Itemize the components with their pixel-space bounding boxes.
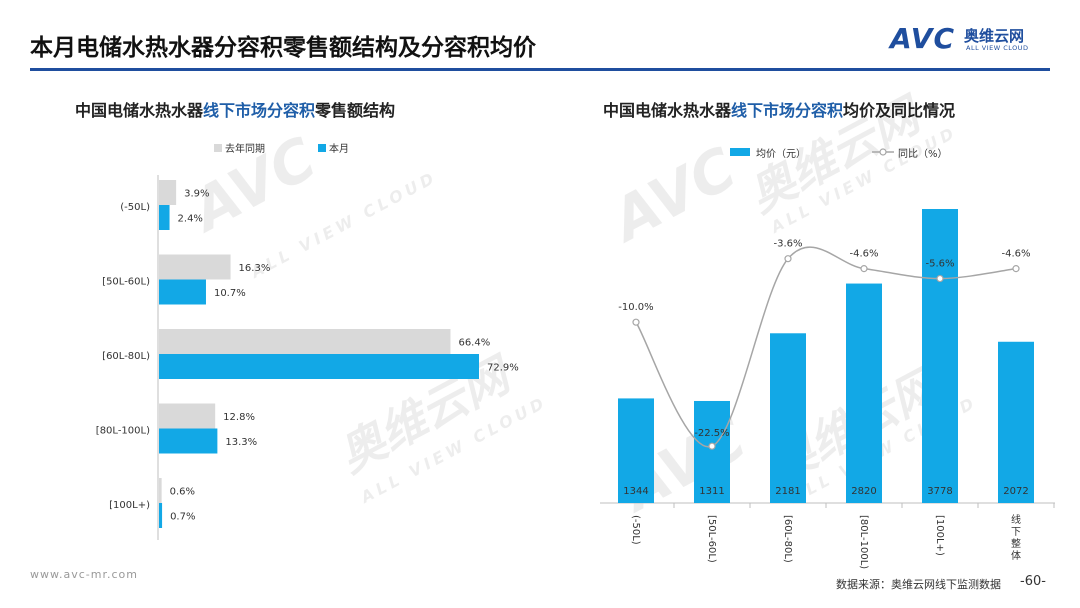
yoy-label: -22.5% — [694, 428, 729, 439]
right-bar-value: 3778 — [927, 486, 952, 497]
left-bar-label: 16.3% — [239, 263, 271, 274]
right-category-label: 体 — [1011, 550, 1021, 562]
left-bar-label: 2.4% — [178, 214, 203, 225]
right-bar — [998, 341, 1034, 503]
yoy-label: -3.6% — [773, 239, 802, 250]
right-legend-marker — [879, 148, 887, 156]
right-category-label: 整 — [1011, 537, 1021, 550]
left-category-label: [80L-100L) — [96, 426, 150, 437]
right-chart-title: 中国电储水热水器线下市场分容积均价及同比情况 — [603, 97, 955, 121]
right-legend-swatch — [730, 148, 750, 156]
left-title-pre: 中国电储水热水器 — [75, 101, 204, 120]
left-bar-label: 3.9% — [184, 189, 209, 200]
right-category-label: 线 — [1011, 513, 1021, 526]
left-bar — [159, 428, 218, 454]
logo-en: ALL VIEW CLOUD — [966, 44, 1029, 52]
yoy-point — [784, 255, 792, 263]
right-category-label: [80L-100L) — [858, 515, 869, 569]
right-title-post: 均价及同比情况 — [843, 101, 956, 120]
left-bar — [159, 354, 479, 379]
right-category-label: [60L-80L) — [782, 515, 793, 563]
right-bar-value: 2072 — [1003, 486, 1028, 497]
right-bar — [846, 283, 882, 503]
right-bar-value: 2820 — [851, 486, 876, 497]
footer-url[interactable]: www.avc-mr.com — [30, 568, 138, 581]
left-title-post: 零售额结构 — [315, 101, 396, 120]
footer-source: 数据来源：奥维云网线下监测数据 — [836, 578, 1001, 591]
left-bar — [159, 403, 216, 429]
right-bar-value: 1344 — [623, 486, 648, 497]
left-bar-label: 10.7% — [214, 288, 246, 299]
left-bar — [159, 254, 231, 280]
right-bar — [618, 398, 654, 503]
yoy-point — [632, 318, 640, 326]
right-category-label: (-50L) — [630, 515, 641, 545]
yoy-point — [1012, 265, 1020, 273]
left-legend-swatch — [214, 144, 222, 152]
right-legend-label: 均价（元） — [756, 148, 806, 160]
left-bar — [159, 478, 162, 503]
right-category-label: [100L+) — [934, 515, 945, 556]
left-bar-label: 66.4% — [458, 338, 490, 349]
right-bar — [694, 400, 730, 503]
right-bar — [770, 333, 806, 503]
right-category-label: 下 — [1011, 527, 1021, 538]
logo-cn: 奥维云网 — [964, 27, 1025, 45]
left-bar — [159, 180, 177, 205]
yoy-point — [936, 274, 944, 283]
left-legend-label: 去年同期 — [225, 142, 265, 155]
left-bar — [159, 279, 206, 305]
yoy-label: -10.0% — [618, 302, 653, 313]
left-bar-label: 13.3% — [225, 437, 257, 448]
page-number: -60- — [1020, 574, 1046, 589]
right-bar — [922, 209, 958, 503]
left-bar — [159, 205, 170, 230]
left-category-label: [50L-60L) — [102, 277, 150, 288]
yoy-point — [708, 442, 716, 450]
yoy-label: -4.6% — [849, 249, 878, 260]
left-bar-label: 0.7% — [170, 512, 195, 523]
yoy-point — [860, 265, 868, 273]
avc-logo: AVC 奥维云网 ALL VIEW CLOUD — [890, 22, 1060, 58]
left-chart-title: 中国电储水热水器线下市场分容积零售额结构 — [75, 97, 395, 121]
yoy-label: -5.6% — [925, 259, 954, 270]
left-bar-label: 0.6% — [170, 487, 195, 498]
left-legend-swatch — [318, 144, 326, 152]
page-title: 本月电储水热水器分容积零售额结构及分容积均价 — [30, 35, 536, 61]
logo-mark: AVC — [890, 22, 955, 55]
right-bar-value: 1311 — [699, 486, 724, 497]
left-bar-label: 72.9% — [487, 363, 519, 374]
left-category-label: [60L-80L) — [102, 351, 150, 362]
left-bar — [159, 329, 451, 354]
left-category-label: (-50L) — [120, 202, 150, 213]
left-bar — [159, 503, 163, 528]
right-title-pre: 中国电储水热水器 — [603, 101, 732, 120]
right-legend-label: 同比（%） — [898, 148, 948, 160]
right-category-label: [50L-60L) — [706, 515, 717, 563]
left-bar-label: 12.8% — [223, 412, 255, 423]
left-category-label: [100L+) — [109, 500, 150, 511]
yoy-line — [635, 246, 1017, 448]
title-rule — [30, 68, 1050, 71]
left-legend-label: 本月 — [329, 142, 349, 155]
right-bar-value: 2181 — [775, 486, 800, 497]
yoy-label: -4.6% — [1001, 249, 1030, 260]
right-title-highlight: 线下市场分容积 — [731, 101, 844, 120]
left-title-highlight: 线下市场分容积 — [203, 101, 316, 120]
